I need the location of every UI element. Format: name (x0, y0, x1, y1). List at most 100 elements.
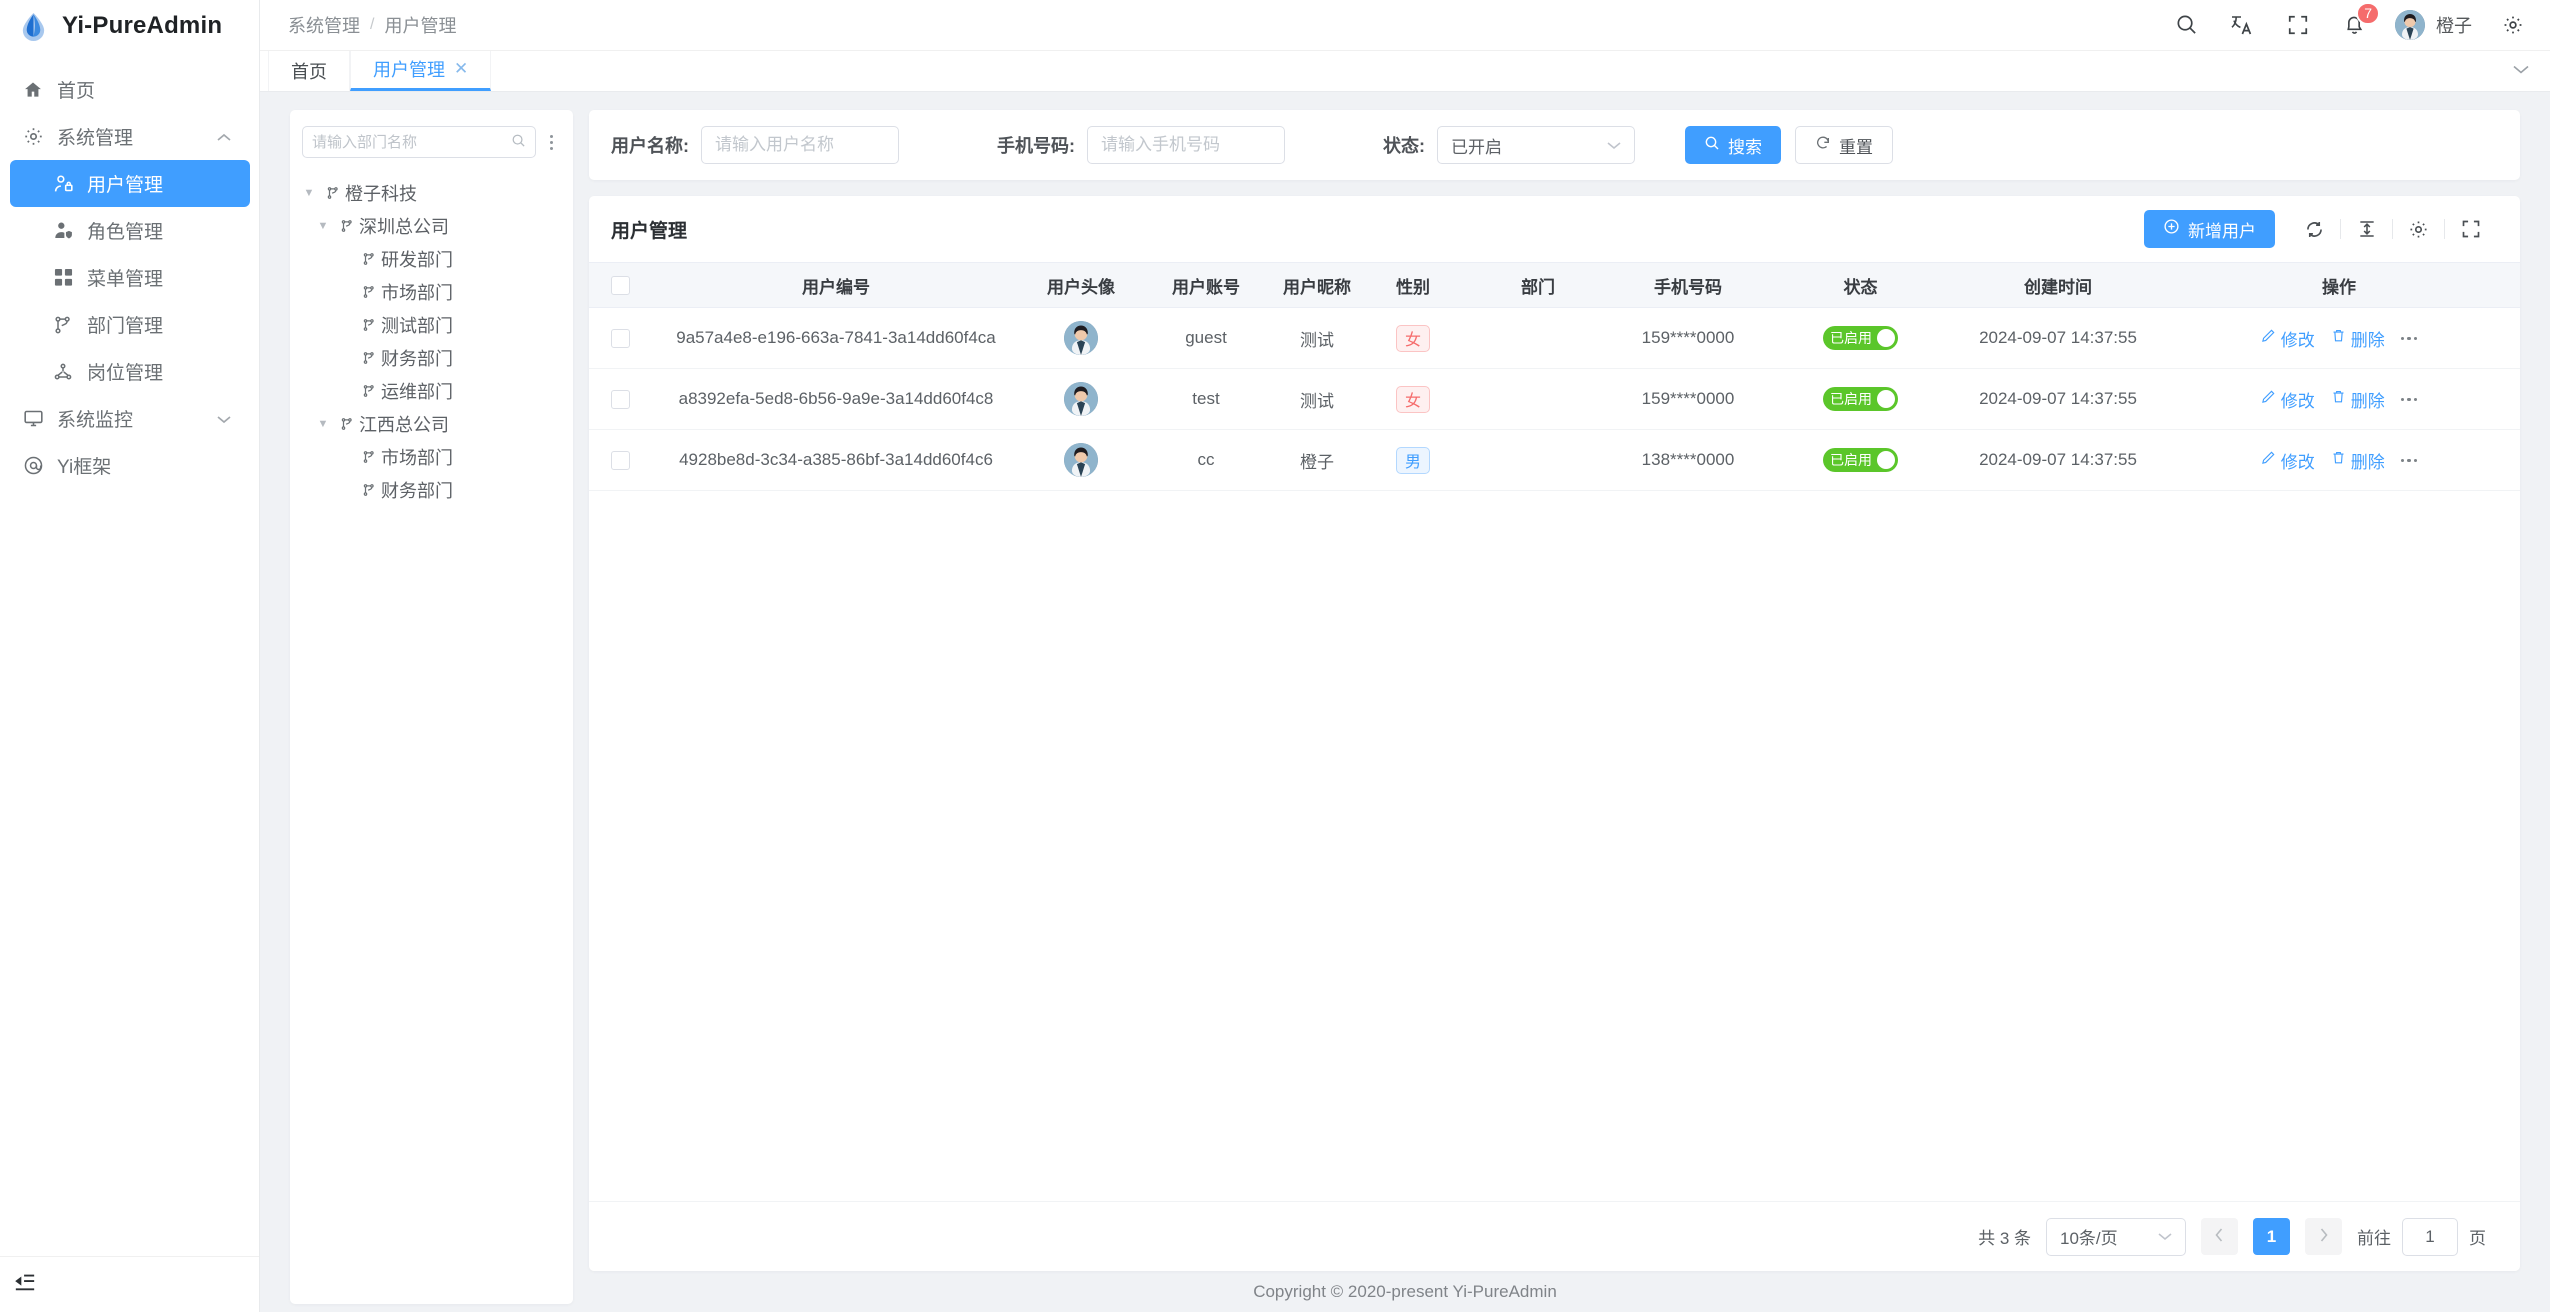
tree-node-chengzi-tech[interactable]: ▼ 橙子科技 (290, 176, 573, 209)
cell-created: 2024-09-07 14:37:55 (1958, 429, 2158, 492)
department-search-field[interactable] (312, 133, 511, 151)
close-icon[interactable]: ✕ (454, 59, 469, 79)
ellipsis-icon[interactable] (2400, 397, 2418, 402)
ellipsis-icon[interactable] (2400, 458, 2418, 463)
density-icon[interactable] (2353, 216, 2380, 243)
next-page-button[interactable] (2305, 1218, 2342, 1256)
cell-phone: 159****0000 (1613, 368, 1763, 431)
username-field-group: 用户名称: (611, 126, 899, 165)
row-checkbox[interactable] (610, 390, 630, 410)
row-checkbox[interactable] (610, 329, 630, 349)
tree-node-market-dept-jx[interactable]: ▼ 市场部门 (290, 440, 573, 473)
tree-node-rd-dept[interactable]: ▼ 研发部门 (290, 242, 573, 275)
fullscreen-icon[interactable] (2283, 10, 2313, 40)
column-header-actions[interactable]: 操作 (2158, 262, 2520, 309)
tabbar: 首页 用户管理 ✕ (260, 50, 2550, 93)
column-header-user-id[interactable]: 用户编号 (651, 262, 1021, 309)
column-header-status[interactable]: 状态 (1763, 262, 1958, 309)
cell-phone: 159****0000 (1613, 307, 1763, 370)
sidebar-item-label: 系统监控 (57, 410, 134, 431)
tree-node-market-dept-sz[interactable]: ▼ 市场部门 (290, 275, 573, 308)
tree-node-finance-dept-jx[interactable]: ▼ 财务部门 (290, 473, 573, 506)
delete-button[interactable]: 删除 (2331, 387, 2385, 412)
brand[interactable]: Yi-PureAdmin (0, 0, 259, 52)
translate-icon[interactable] (2227, 10, 2257, 40)
jump-input[interactable]: 1 (2402, 1217, 2458, 1256)
row-checkbox[interactable] (610, 451, 630, 471)
caret-down-icon[interactable]: ▼ (303, 186, 315, 199)
reset-button[interactable]: 重置 (1795, 126, 1893, 165)
select-all-checkbox[interactable] (610, 276, 630, 296)
sidebar-item-home[interactable]: 首页 (0, 66, 259, 113)
column-header-account[interactable]: 用户账号 (1141, 262, 1271, 309)
edit-button[interactable]: 修改 (2261, 387, 2315, 412)
status-toggle[interactable]: 已启用 (1823, 448, 1898, 473)
tree-node-jiangxi-hq[interactable]: ▼ 江西总公司 (290, 407, 573, 440)
topbar: 系统管理 / 用户管理 (260, 0, 2550, 51)
sidebar-item-system-management[interactable]: 系统管理 (0, 113, 259, 160)
table-empty-space (589, 491, 2520, 1201)
username-field[interactable] (715, 135, 885, 156)
cell-dept (1463, 368, 1613, 431)
tree-node-ops-dept[interactable]: ▼ 运维部门 (290, 374, 573, 407)
username-input[interactable] (701, 126, 899, 165)
sidebar-item-system-monitor[interactable]: 系统监控 (0, 395, 259, 442)
search-icon[interactable] (2171, 10, 2201, 40)
total-count: 共 3 条 (1978, 1229, 2031, 1249)
column-header-gender[interactable]: 性别 (1363, 262, 1463, 309)
phone-input[interactable] (1087, 126, 1285, 165)
plus-circle-icon (2163, 218, 2180, 240)
delete-button[interactable]: 删除 (2331, 326, 2385, 351)
kebab-menu-icon[interactable] (542, 128, 561, 156)
tab-home[interactable]: 首页 (268, 50, 350, 92)
delete-button[interactable]: 删除 (2331, 448, 2385, 473)
status-toggle[interactable]: 已启用 (1823, 326, 1898, 351)
caret-down-icon[interactable]: ▼ (317, 417, 329, 430)
tab-label: 首页 (291, 61, 327, 82)
sidebar-collapse-icon[interactable] (14, 1271, 36, 1298)
page-button-1[interactable]: 1 (2253, 1218, 2290, 1256)
status-toggle[interactable]: 已启用 (1823, 387, 1898, 412)
edit-button[interactable]: 修改 (2261, 448, 2315, 473)
phone-field[interactable] (1101, 135, 1271, 156)
user-menu[interactable]: 橙子 (2395, 9, 2472, 40)
caret-down-icon[interactable]: ▼ (317, 219, 329, 232)
table-row[interactable]: a8392efa-5ed8-6b56-9a9e-3a14dd60f4c8 (589, 368, 2520, 431)
column-header-dept[interactable]: 部门 (1463, 262, 1613, 309)
status-select[interactable]: 已开启 (1437, 126, 1635, 165)
table-row[interactable]: 9a57a4e8-e196-663a-7841-3a14dd60f4ca (589, 307, 2520, 370)
ellipsis-icon[interactable] (2400, 336, 2418, 341)
column-header-created[interactable]: 创建时间 (1958, 262, 2158, 309)
tree-node-shenzhen-hq[interactable]: ▼ 深圳总公司 (290, 209, 573, 242)
sidebar-item-yi-framework[interactable]: Yi框架 (0, 442, 259, 489)
tree-node-test-dept[interactable]: ▼ 测试部门 (290, 308, 573, 341)
tabbar-more[interactable] (2512, 51, 2550, 92)
department-search-input[interactable] (302, 126, 536, 159)
fullscreen-icon[interactable] (2457, 216, 2484, 243)
column-header-avatar[interactable]: 用户头像 (1021, 262, 1141, 309)
bell-icon[interactable]: 7 (2339, 1, 2380, 40)
breadcrumb-item-1[interactable]: 用户管理 (384, 15, 457, 36)
add-user-button[interactable]: 新增用户 (2144, 210, 2275, 249)
prev-page-button[interactable] (2201, 1218, 2238, 1256)
sidebar-item-users[interactable]: 用户管理 (10, 160, 250, 207)
tab-user-management[interactable]: 用户管理 ✕ (350, 50, 492, 92)
chevron-down-icon[interactable] (2512, 62, 2530, 80)
gear-icon[interactable] (2405, 216, 2432, 243)
sidebar-item-roles[interactable]: 角色管理 (0, 207, 259, 254)
column-header-nickname[interactable]: 用户昵称 (1271, 262, 1363, 309)
sidebar-item-positions[interactable]: 岗位管理 (0, 348, 259, 395)
status-toggle-label: 已启用 (1830, 391, 1872, 408)
sidebar-item-menus[interactable]: 菜单管理 (0, 254, 259, 301)
sidebar-item-departments[interactable]: 部门管理 (0, 301, 259, 348)
gear-icon[interactable] (2498, 10, 2528, 40)
edit-button[interactable]: 修改 (2261, 326, 2315, 351)
column-header-phone[interactable]: 手机号码 (1613, 262, 1763, 309)
search-button[interactable]: 搜索 (1685, 126, 1781, 165)
page-size-select[interactable]: 10条/页 (2046, 1217, 2186, 1256)
refresh-icon[interactable] (2301, 216, 2328, 243)
content-area: ▼ 橙子科技 ▼ 深圳总公司 (260, 92, 2550, 1305)
table-row[interactable]: 4928be8d-3c34-a385-86bf-3a14dd60f4c6 (589, 429, 2520, 492)
breadcrumb-item-0[interactable]: 系统管理 (288, 15, 360, 36)
tree-node-finance-dept-sz[interactable]: ▼ 财务部门 (290, 341, 573, 374)
